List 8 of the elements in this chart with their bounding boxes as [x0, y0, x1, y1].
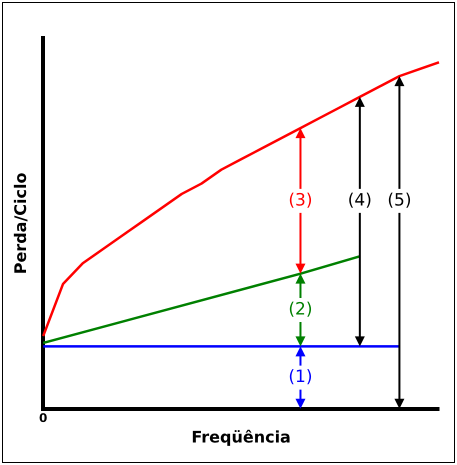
annotation: (1)	[288, 367, 313, 388]
annotation: (5)	[387, 190, 412, 210]
text: 0	[39, 410, 48, 425]
annotation: (3)	[288, 190, 313, 210]
annotation: (4)	[348, 190, 372, 210]
y-axis-title: Perda/Ciclo	[10, 172, 30, 274]
x-axis-title: Freqüência	[191, 428, 291, 447]
annotation: (2)	[288, 299, 313, 320]
